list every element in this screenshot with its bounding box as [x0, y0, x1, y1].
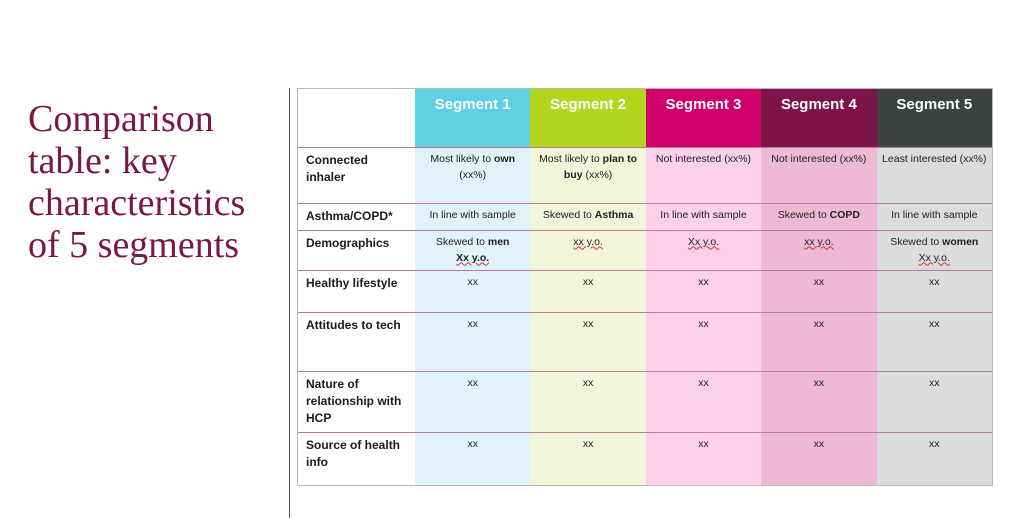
cell-source-of-health-info-segment-5: xx [876, 431, 992, 485]
header-corner-cell [298, 89, 415, 147]
table-row: Connected inhaler Most likely to own (xx… [298, 146, 992, 203]
table-body: Connected inhaler Most likely to own (xx… [298, 146, 992, 485]
cell-text: Xx y.o. [687, 235, 720, 248]
cell-demographics-segment-2: xx y.o. [530, 229, 646, 270]
segment-header-3: Segment 3 [645, 89, 762, 147]
cell-connected-inhaler-segment-2: Most likely to plan to buy (xx%) [530, 146, 646, 203]
cell-source-of-health-info-segment-3: xx [645, 431, 762, 485]
row-label-demographics: Demographics [298, 229, 415, 270]
table-row: Demographics Skewed to men Xx y.o. xx y.o… [298, 229, 992, 270]
cell-source-of-health-info-segment-1: xx [415, 431, 531, 485]
cell-attitudes-to-tech-segment-3: xx [645, 311, 762, 371]
row-label-asthma-copd: Asthma/COPD* [298, 202, 415, 230]
cell-text: Not interested (xx%) [655, 152, 752, 165]
cell-emphasis: COPD [829, 208, 861, 221]
table-row: Asthma/COPD* In line with sample Skewed … [298, 202, 992, 230]
cell-relationship-with-hcp-segment-5: xx [876, 370, 992, 432]
segment-header-1: Segment 1 [415, 89, 531, 147]
row-label-source-of-health-info: Source of health info [298, 431, 415, 485]
cell-attitudes-to-tech-segment-4: xx [761, 311, 877, 371]
cell-text: xx y.o. [804, 235, 834, 248]
cell-text: (xx%) [459, 168, 487, 181]
cell-healthy-lifestyle-segment-2: xx [530, 269, 646, 312]
cell-age-text: Xx y.o. [918, 251, 950, 264]
vertical-divider [289, 88, 290, 518]
cell-relationship-with-hcp-segment-1: xx [415, 370, 531, 432]
cell-connected-inhaler-segment-4: Not interested (xx%) [761, 146, 877, 203]
cell-attitudes-to-tech-segment-1: xx [415, 311, 531, 371]
cell-healthy-lifestyle-segment-5: xx [876, 269, 992, 312]
table-row: Source of health info xx xx xx xx xx [298, 431, 992, 485]
cell-demographics-segment-4: xx y.o. [761, 229, 877, 270]
cell-asthma-copd-segment-1: In line with sample [415, 202, 531, 230]
cell-source-of-health-info-segment-4: xx [761, 431, 877, 485]
cell-text: Skewed to [777, 208, 830, 221]
cell-healthy-lifestyle-segment-1: xx [415, 269, 531, 312]
cell-demographics-segment-1: Skewed to men Xx y.o. [415, 229, 531, 270]
cell-text: Skewed to [890, 235, 943, 248]
cell-relationship-with-hcp-segment-2: xx [530, 370, 646, 432]
cell-connected-inhaler-segment-3: Not interested (xx%) [645, 146, 762, 203]
cell-text: Least interested (xx%) [882, 152, 987, 165]
cell-connected-inhaler-segment-1: Most likely to own (xx%) [415, 146, 531, 203]
cell-text: xx y.o. [573, 235, 603, 248]
cell-text: In line with sample [429, 208, 516, 221]
comparison-table: Segment 1 Segment 2 Segment 3 Segment 4 … [298, 89, 992, 485]
cell-asthma-copd-segment-3: In line with sample [645, 202, 762, 230]
cell-relationship-with-hcp-segment-3: xx [645, 370, 762, 432]
cell-text: (xx%) [582, 168, 613, 181]
segment-header-2: Segment 2 [530, 89, 646, 147]
cell-asthma-copd-segment-4: Skewed to COPD [761, 202, 877, 230]
cell-text: Skewed to [542, 208, 595, 221]
cell-emphasis: own [494, 152, 515, 165]
cell-attitudes-to-tech-segment-5: xx [876, 311, 992, 371]
header-row: Segment 1 Segment 2 Segment 3 Segment 4 … [298, 89, 992, 147]
cell-emphasis: women [942, 235, 979, 248]
row-label-relationship-with-hcp: Nature of relationship with HCP [298, 370, 415, 432]
cell-text: Most likely to [539, 152, 603, 165]
cell-attitudes-to-tech-segment-2: xx [530, 311, 646, 371]
segment-header-5: Segment 5 [876, 89, 992, 147]
cell-asthma-copd-segment-2: Skewed to Asthma [530, 202, 646, 230]
table-row: Nature of relationship with HCP xx xx xx… [298, 370, 992, 432]
table-row: Healthy lifestyle xx xx xx xx xx [298, 269, 992, 312]
cell-relationship-with-hcp-segment-4: xx [761, 370, 877, 432]
cell-text: Most likely to [430, 152, 494, 165]
row-label-connected-inhaler: Connected inhaler [298, 146, 415, 203]
cell-text: In line with sample [660, 208, 747, 221]
cell-healthy-lifestyle-segment-4: xx [761, 269, 877, 312]
segment-header-4: Segment 4 [761, 89, 877, 147]
cell-connected-inhaler-segment-5: Least interested (xx%) [876, 146, 992, 203]
cell-source-of-health-info-segment-2: xx [530, 431, 646, 485]
cell-demographics-segment-3: Xx y.o. [645, 229, 762, 270]
cell-emphasis: plan to buy [563, 152, 638, 181]
slide-title: Comparison table: key characteristics of… [28, 98, 246, 266]
cell-healthy-lifestyle-segment-3: xx [645, 269, 762, 312]
cell-emphasis: Asthma [594, 208, 634, 221]
cell-text: Skewed to [435, 235, 488, 248]
row-label-attitudes-to-tech: Attitudes to tech [298, 311, 415, 371]
cell-demographics-segment-5: Skewed to women Xx y.o. [876, 229, 992, 270]
cell-age-emphasis: Xx y.o. [456, 251, 490, 264]
cell-emphasis: men [487, 235, 510, 248]
comparison-table-frame: Segment 1 Segment 2 Segment 3 Segment 4 … [297, 88, 993, 486]
table-row: Attitudes to tech xx xx xx xx xx [298, 311, 992, 371]
cell-text: Not interested (xx%) [771, 152, 867, 165]
row-label-healthy-lifestyle: Healthy lifestyle [298, 269, 415, 312]
cell-text: In line with sample [891, 208, 978, 221]
cell-asthma-copd-segment-5: In line with sample [876, 202, 992, 230]
